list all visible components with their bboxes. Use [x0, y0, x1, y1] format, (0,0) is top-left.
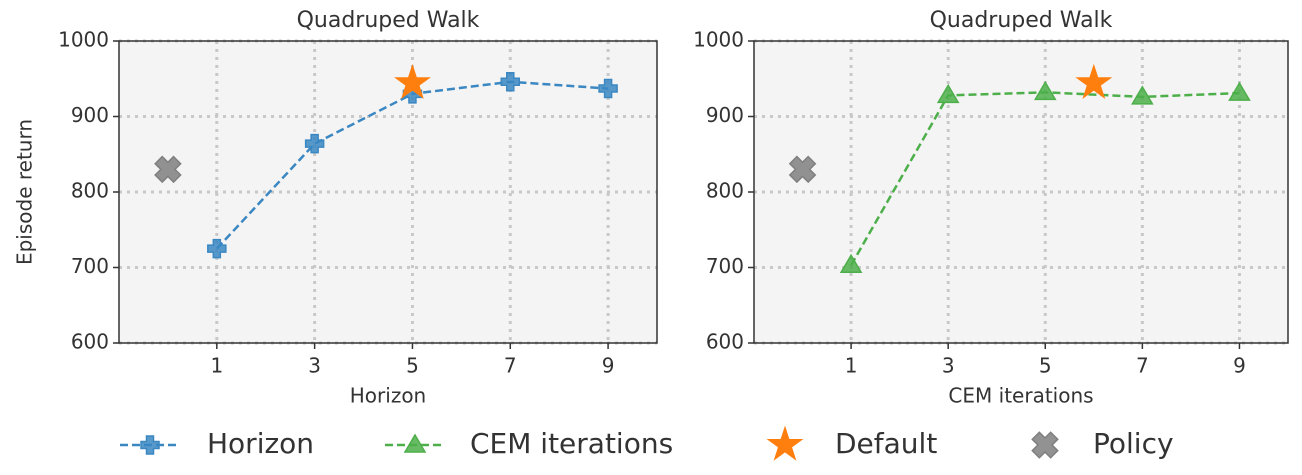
y-tick-label: 1000: [693, 28, 744, 52]
x-tick-label: 9: [1233, 354, 1246, 378]
legend-marker: [1031, 431, 1059, 459]
data-point: [936, 83, 960, 104]
x-tick-label: 9: [602, 354, 615, 378]
legend-marker: [766, 425, 804, 461]
x-tick-label: 5: [1039, 354, 1052, 378]
x-tick-label: 1: [845, 354, 858, 378]
y-tick-label: 700: [71, 254, 109, 278]
y-tick-label: 700: [706, 254, 744, 278]
x-tick-label: 7: [504, 354, 517, 378]
data-point: [598, 78, 618, 99]
x-tick-label: 3: [308, 354, 321, 378]
data-point: [1033, 80, 1057, 101]
chart-title: Quadruped Walk: [930, 8, 1113, 33]
chart-title: Quadruped Walk: [297, 8, 480, 33]
data-point: [839, 253, 863, 273]
y-tick-label: 800: [71, 179, 109, 203]
plot-frame: [753, 40, 1289, 344]
x-tick-label: 7: [1136, 354, 1149, 378]
legend-label: CEM iterations: [470, 427, 673, 460]
data-point: [1075, 63, 1113, 99]
data-point: [393, 63, 431, 99]
y-axis-label: Episode return: [13, 119, 37, 265]
data-point: [788, 155, 817, 184]
data-point: [1228, 81, 1251, 101]
legend-marker: [403, 433, 427, 453]
data-point: [304, 133, 325, 154]
y-tick-label: 600: [706, 330, 744, 354]
y-tick-label: 800: [706, 179, 744, 203]
y-tick-label: 900: [71, 103, 109, 127]
data-point: [154, 155, 182, 184]
x-axis-label: Horizon: [350, 384, 426, 408]
x-tick-label: 1: [210, 354, 223, 378]
x-tick-label: 3: [942, 354, 955, 378]
y-tick-label: 1000: [58, 28, 109, 52]
legend-label: Horizon: [207, 427, 314, 460]
x-tick-label: 5: [406, 354, 419, 378]
plot-frame: [118, 40, 658, 344]
y-tick-label: 900: [706, 103, 744, 127]
y-tick-label: 600: [71, 330, 109, 354]
x-axis-label: CEM iterations: [948, 384, 1093, 408]
legend-label: Default: [835, 427, 937, 460]
data-point: [1131, 85, 1154, 105]
data-point: [500, 72, 521, 92]
data-point: [207, 238, 227, 259]
legend-label: Policy: [1093, 427, 1174, 460]
legend-marker: [140, 435, 160, 455]
